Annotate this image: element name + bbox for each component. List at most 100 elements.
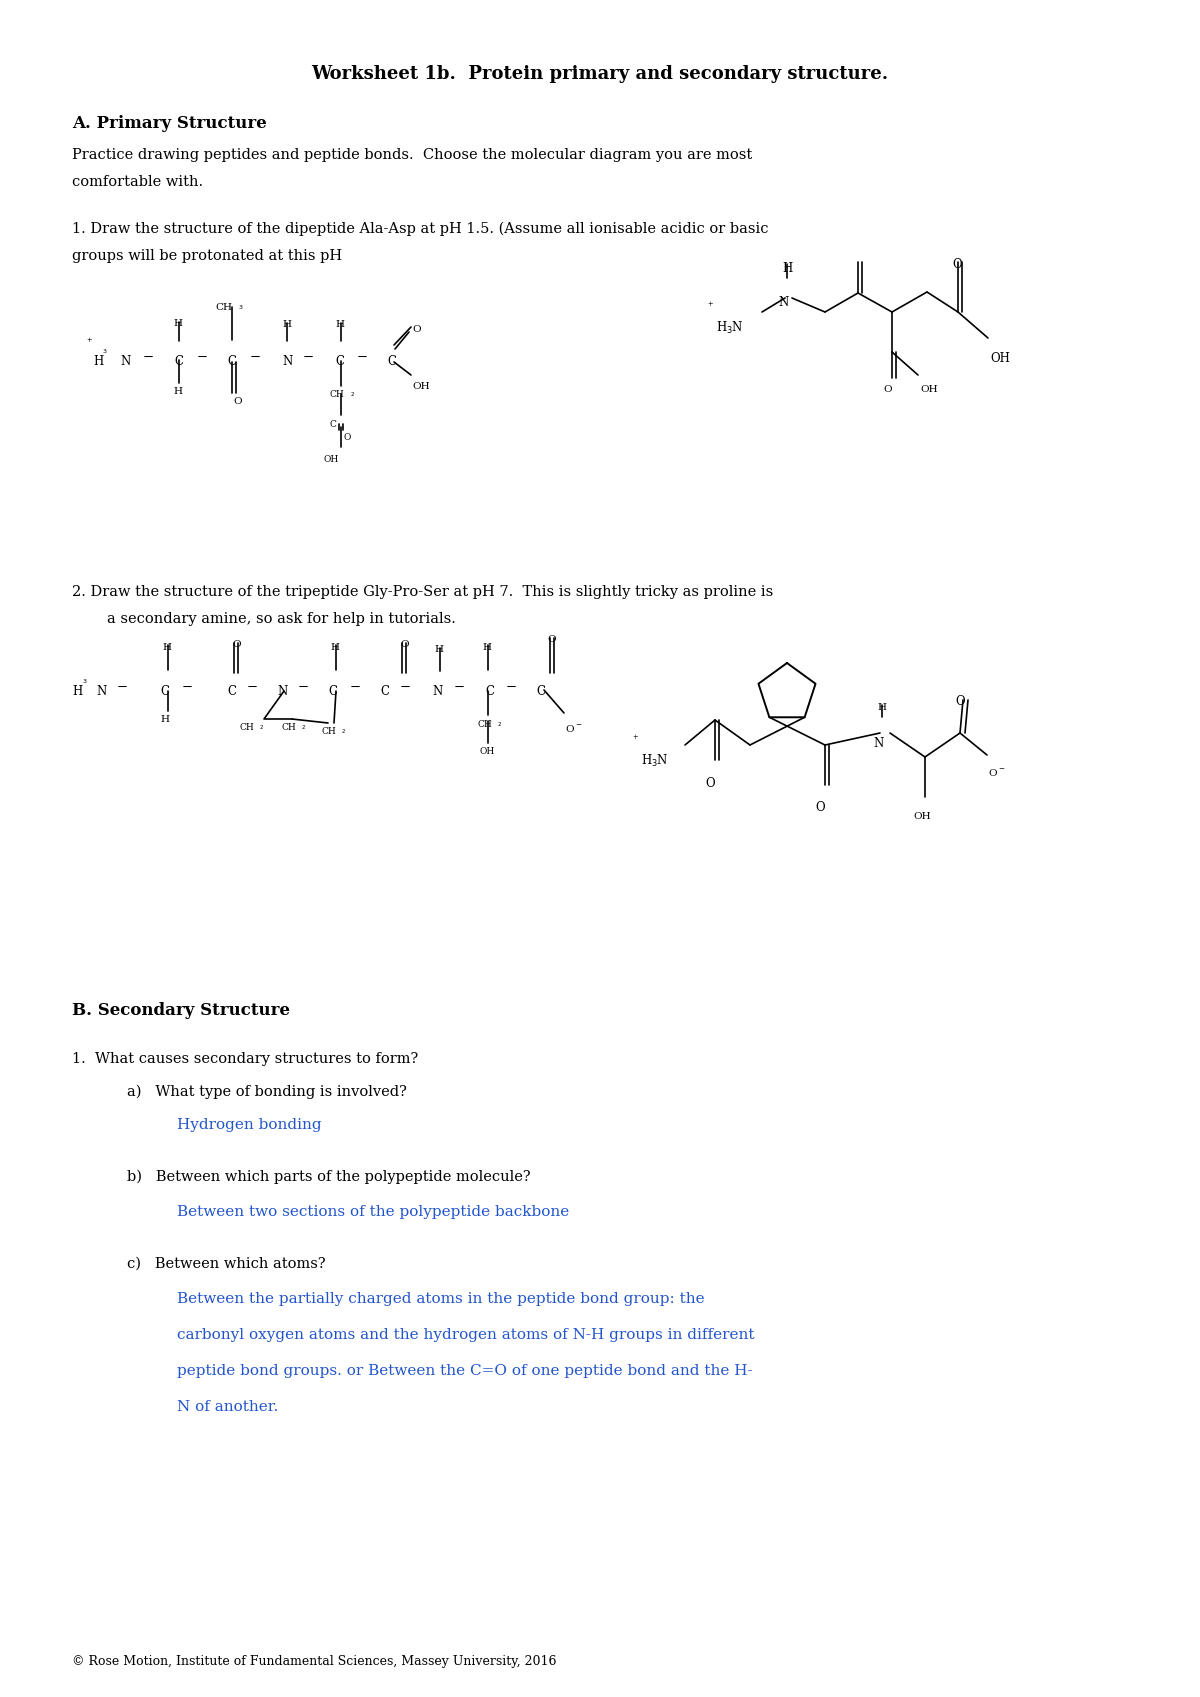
Text: O: O — [412, 326, 421, 334]
Text: O: O — [343, 433, 350, 441]
Text: peptide bond groups. or Between the C=O of one peptide bond and the H-: peptide bond groups. or Between the C=O … — [178, 1364, 752, 1378]
Text: carbonyl oxygen atoms and the hydrogen atoms of N-H groups in different: carbonyl oxygen atoms and the hydrogen a… — [178, 1329, 755, 1342]
Text: −: − — [143, 351, 154, 363]
Text: H$_3$N: H$_3$N — [716, 321, 744, 336]
Text: $_2$: $_2$ — [350, 390, 355, 399]
Text: −: − — [400, 680, 412, 694]
Text: O: O — [547, 635, 556, 643]
Text: OH: OH — [913, 811, 931, 821]
Text: N: N — [432, 686, 443, 697]
Text: $_2$: $_2$ — [259, 723, 264, 731]
Text: −: − — [197, 351, 208, 363]
Text: Worksheet 1b.  Protein primary and secondary structure.: Worksheet 1b. Protein primary and second… — [312, 64, 888, 83]
Text: O: O — [400, 640, 409, 648]
Text: O: O — [232, 640, 241, 648]
Text: H: H — [72, 686, 83, 697]
Text: C: C — [227, 355, 236, 368]
Text: CH: CH — [322, 726, 337, 736]
Text: A. Primary Structure: A. Primary Structure — [72, 115, 266, 132]
Text: N: N — [874, 736, 883, 750]
Text: $_2$: $_2$ — [497, 720, 502, 730]
Text: O: O — [952, 258, 961, 272]
Text: −: − — [506, 680, 517, 694]
Text: 1.  What causes secondary structures to form?: 1. What causes secondary structures to f… — [72, 1052, 419, 1066]
Text: H: H — [173, 319, 182, 328]
Text: C: C — [536, 686, 545, 697]
Text: a)   What type of bonding is involved?: a) What type of bonding is involved? — [127, 1084, 407, 1100]
Text: −: − — [250, 351, 262, 363]
Text: C: C — [386, 355, 396, 368]
Text: H: H — [94, 355, 103, 368]
Text: $^+$: $^+$ — [706, 302, 714, 311]
Text: B. Secondary Structure: B. Secondary Structure — [72, 1001, 290, 1018]
Text: Hydrogen bonding: Hydrogen bonding — [178, 1118, 322, 1132]
Text: −: − — [298, 680, 310, 694]
Text: −: − — [247, 680, 258, 694]
Text: H: H — [160, 714, 169, 725]
Text: C: C — [328, 686, 337, 697]
Text: 1. Draw the structure of the dipeptide Ala-Asp at pH 1.5. (Assume all ionisable : 1. Draw the structure of the dipeptide A… — [72, 222, 768, 236]
Text: N: N — [120, 355, 131, 368]
Text: H: H — [173, 387, 182, 395]
Text: C: C — [380, 686, 389, 697]
Text: OH: OH — [412, 382, 430, 390]
Text: −: − — [302, 351, 314, 363]
Text: OH: OH — [990, 351, 1010, 365]
Text: $^+$: $^+$ — [631, 735, 640, 743]
Text: $_3$: $_3$ — [82, 677, 88, 686]
Text: $_2$: $_2$ — [341, 726, 346, 736]
Text: C: C — [335, 355, 344, 368]
Text: H: H — [335, 321, 344, 329]
Text: CH: CH — [215, 304, 232, 312]
Text: C: C — [227, 686, 236, 697]
Text: N of another.: N of another. — [178, 1400, 278, 1414]
Text: N: N — [96, 686, 107, 697]
Text: O: O — [706, 777, 715, 791]
Text: Practice drawing peptides and peptide bonds.  Choose the molecular diagram you a: Practice drawing peptides and peptide bo… — [72, 148, 752, 161]
Text: OH: OH — [323, 455, 338, 463]
Text: N: N — [778, 295, 788, 309]
Text: −: − — [358, 351, 368, 363]
Text: © Rose Motion, Institute of Fundamental Sciences, Massey University, 2016: © Rose Motion, Institute of Fundamental … — [72, 1655, 557, 1668]
Text: O: O — [883, 385, 892, 394]
Text: C: C — [174, 355, 182, 368]
Text: $_3$: $_3$ — [102, 346, 108, 356]
Text: H$_3$N: H$_3$N — [641, 753, 668, 769]
Text: −: − — [182, 680, 193, 694]
Text: C: C — [160, 686, 169, 697]
Text: $^+$: $^+$ — [85, 338, 94, 346]
Text: $_2$: $_2$ — [301, 723, 306, 731]
Text: C: C — [330, 419, 337, 429]
Text: H: H — [330, 643, 340, 652]
Text: N: N — [277, 686, 287, 697]
Text: −: − — [118, 680, 128, 694]
Text: H: H — [434, 645, 443, 653]
Text: O$^-$: O$^-$ — [988, 767, 1006, 777]
Text: groups will be protonated at this pH: groups will be protonated at this pH — [72, 249, 342, 263]
Text: O$^-$: O$^-$ — [565, 723, 582, 735]
Text: $_3$: $_3$ — [238, 304, 244, 312]
Text: OH: OH — [920, 385, 937, 394]
Text: H: H — [782, 261, 792, 275]
Text: H: H — [162, 643, 172, 652]
Text: −: − — [350, 680, 361, 694]
Text: a secondary amine, so ask for help in tutorials.: a secondary amine, so ask for help in tu… — [107, 613, 456, 626]
Text: 2. Draw the structure of the tripeptide Gly-Pro-Ser at pH 7.  This is slightly t: 2. Draw the structure of the tripeptide … — [72, 585, 773, 599]
Text: c)   Between which atoms?: c) Between which atoms? — [127, 1257, 325, 1271]
Text: H: H — [877, 703, 886, 713]
Text: CH: CH — [330, 390, 344, 399]
Text: H: H — [482, 643, 491, 652]
Text: Between two sections of the polypeptide backbone: Between two sections of the polypeptide … — [178, 1205, 569, 1218]
Text: C: C — [485, 686, 494, 697]
Text: −: − — [454, 680, 466, 694]
Text: H: H — [282, 321, 292, 329]
Text: O: O — [815, 801, 824, 815]
Text: CH: CH — [478, 720, 493, 730]
Text: Between the partially charged atoms in the peptide bond group: the: Between the partially charged atoms in t… — [178, 1291, 704, 1307]
Text: CH: CH — [282, 723, 296, 731]
Text: comfortable with.: comfortable with. — [72, 175, 203, 188]
Text: O: O — [955, 696, 965, 708]
Text: O: O — [233, 397, 241, 406]
Text: b)   Between which parts of the polypeptide molecule?: b) Between which parts of the polypeptid… — [127, 1169, 530, 1185]
Text: N: N — [282, 355, 293, 368]
